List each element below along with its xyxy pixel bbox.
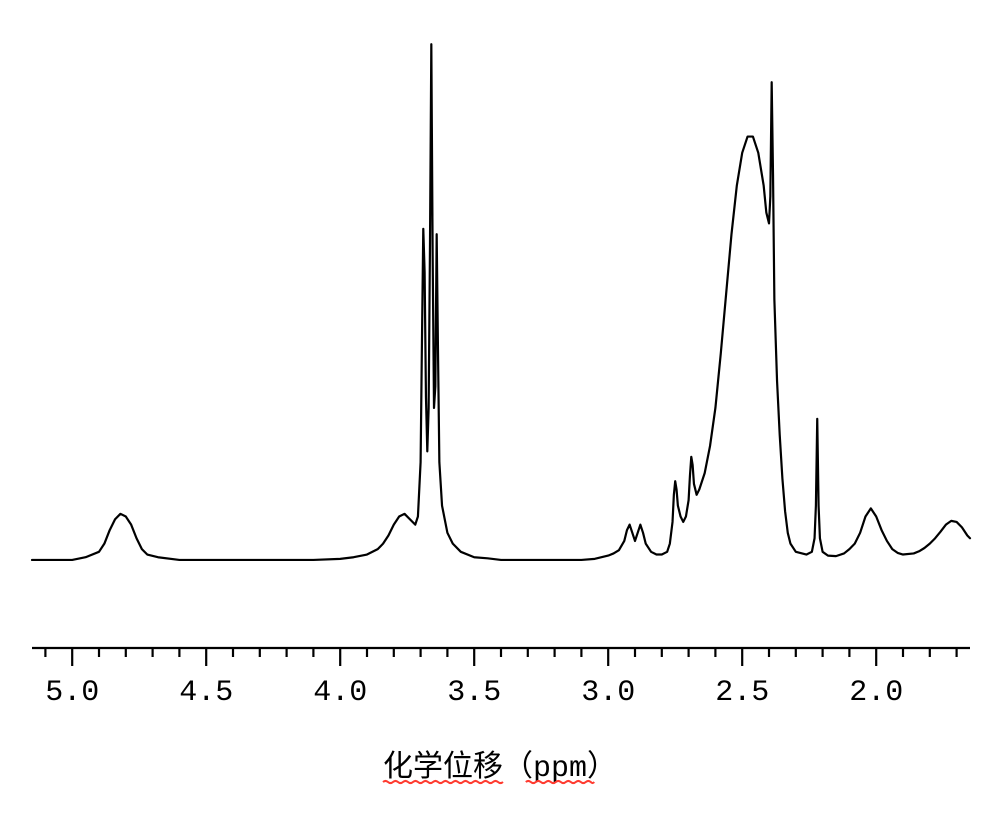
x-axis-label-cn: 化学位移 bbox=[383, 750, 503, 783]
svg-text:化学位移（ppm）: 化学位移（ppm） bbox=[383, 750, 617, 786]
x-axis-tick-label: 3.0 bbox=[581, 676, 635, 710]
x-axis-tick-label: 4.5 bbox=[179, 676, 233, 710]
x-axis-tick-label: 5.0 bbox=[45, 676, 99, 710]
x-axis-tick-label: 2.0 bbox=[849, 676, 903, 710]
chart-svg: 5.0 4.5 4.0 3.5 3.0 2.5 2.0 化学位移（ppm） bbox=[0, 0, 1000, 814]
x-axis-label: 化学位移（ppm） bbox=[383, 750, 617, 786]
x-axis-tick-label: 3.5 bbox=[447, 676, 501, 710]
nmr-spectrum-chart: 5.0 4.5 4.0 3.5 3.0 2.5 2.0 化学位移（ppm） bbox=[0, 0, 1000, 814]
spectrum-trace bbox=[32, 44, 970, 560]
x-axis-tick-label: 4.0 bbox=[313, 676, 367, 710]
x-axis-tick-label: 2.5 bbox=[715, 676, 769, 710]
